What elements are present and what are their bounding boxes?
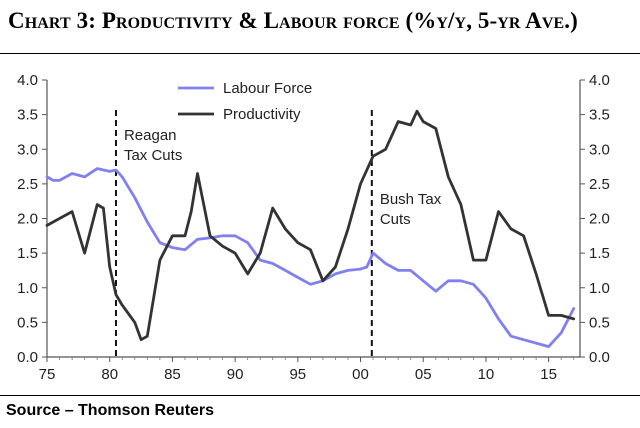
event-annotation: Tax Cuts bbox=[124, 147, 182, 164]
tick-labels-group: 0.0 0.0 0.5 0.5 1.0 1.0 1.5 1.5 2.0 2.0 2.5 2.5 3.0 3… bbox=[17, 72, 610, 383]
y-tick-label-right: 0.5 bbox=[589, 314, 610, 331]
y-tick-label-left: 3.5 bbox=[17, 107, 38, 124]
y-tick-label-left: 2.5 bbox=[17, 176, 38, 193]
y-tick-label-left: 0.5 bbox=[17, 314, 38, 331]
y-tick-label-right: 2.0 bbox=[589, 211, 610, 228]
y-tick-label-left: 1.5 bbox=[17, 245, 38, 262]
axes-group bbox=[42, 79, 585, 362]
y-tick-label-right: 1.0 bbox=[589, 280, 610, 297]
y-tick-label-left: 1.0 bbox=[17, 280, 38, 297]
x-tick-label: 05 bbox=[415, 366, 432, 383]
event-lines-group: Reagan Tax Cuts Bush Tax Cuts bbox=[114, 110, 442, 357]
x-tick-label: 10 bbox=[478, 366, 495, 383]
chart-title: Chart 3: Productivity & Labour force (%y… bbox=[8, 8, 578, 33]
legend-label-labour-force: Labour Force bbox=[223, 80, 312, 97]
y-tick-label-left: 4.0 bbox=[17, 72, 38, 89]
x-tick-label: 95 bbox=[289, 366, 306, 383]
x-tick-label: 00 bbox=[352, 366, 369, 383]
y-tick-label-left: 0.0 bbox=[17, 349, 38, 366]
x-tick-label: 90 bbox=[227, 366, 244, 383]
y-tick-label-right: 2.5 bbox=[589, 176, 610, 193]
event-annotation: Cuts bbox=[380, 211, 411, 228]
y-tick-label-right: 1.5 bbox=[589, 245, 610, 262]
y-tick-label-right: 0.0 bbox=[589, 349, 610, 366]
y-tick-label-right: 4.0 bbox=[589, 72, 610, 89]
y-tick-label-right: 3.0 bbox=[589, 141, 610, 158]
y-tick-label-right: 3.5 bbox=[589, 107, 610, 124]
source-rule bbox=[0, 395, 640, 396]
legend: Labour Force Productivity bbox=[178, 80, 312, 123]
labour-force-line bbox=[45, 167, 576, 349]
source-note: Source – Thomson Reuters bbox=[6, 402, 215, 419]
x-tick-label: 80 bbox=[101, 366, 118, 383]
y-tick-label-left: 3.0 bbox=[17, 141, 38, 158]
chart-area: 0.0 0.0 0.5 0.5 1.0 1.0 1.5 1.5 2.0 2.0 2.5 2.5 3.0 3… bbox=[17, 72, 610, 383]
y-tick-label-left: 2.0 bbox=[17, 211, 38, 228]
x-tick-label: 75 bbox=[39, 366, 56, 383]
x-tick-label: 85 bbox=[164, 366, 181, 383]
series-group bbox=[45, 109, 576, 349]
event-annotation: Reagan bbox=[124, 127, 177, 144]
productivity-line bbox=[45, 109, 576, 342]
legend-label-productivity: Productivity bbox=[223, 106, 301, 123]
event-annotation: Bush Tax bbox=[380, 191, 442, 208]
x-tick-label: 15 bbox=[540, 366, 557, 383]
title-rule bbox=[0, 53, 640, 54]
